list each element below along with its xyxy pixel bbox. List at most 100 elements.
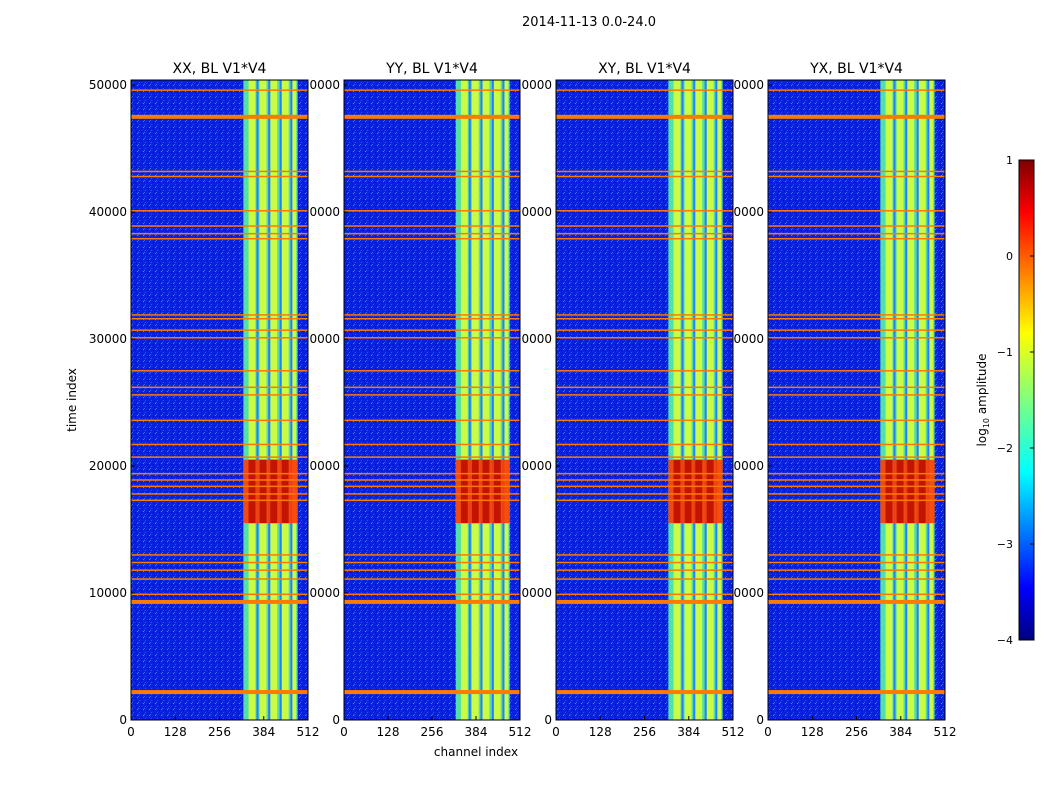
flag-line-14 <box>768 443 945 446</box>
subband-stripe-1 <box>248 80 256 720</box>
flag-line-4 <box>768 578 945 580</box>
y-tick-label: 20000 <box>89 459 127 473</box>
x-tick-label: 128 <box>801 725 824 739</box>
flag-line-20 <box>344 329 520 331</box>
flag-line-12 <box>344 472 520 475</box>
flag-line-29 <box>768 114 945 119</box>
flag-line-7 <box>344 554 520 556</box>
burst-core-2 <box>896 459 904 524</box>
flag-line-14 <box>131 443 308 446</box>
flag-line-22 <box>556 314 733 316</box>
flag-line-30 <box>344 89 520 91</box>
flag-line-16 <box>344 394 520 396</box>
burst-core-3 <box>695 459 703 524</box>
burst-core-1 <box>248 459 256 524</box>
heatmap-image <box>131 80 308 720</box>
flag-line-2 <box>768 599 945 604</box>
y-tick-label: 0 <box>544 713 552 727</box>
flag-line-26 <box>556 210 733 212</box>
flag-line-22 <box>768 314 945 316</box>
flag-line-15 <box>768 419 945 422</box>
flag-line-21 <box>344 317 520 320</box>
y-tick-label: 0000 <box>733 459 764 473</box>
flag-line-12 <box>768 472 945 475</box>
burst-core-4 <box>918 459 926 524</box>
y-tick-label: 0000 <box>733 332 764 346</box>
colorbar-label: log10 amplitude <box>975 354 991 447</box>
flag-line-30 <box>556 89 733 91</box>
flag-line-1 <box>556 690 733 695</box>
y-tick-label: 0000 <box>309 205 340 219</box>
subband-gap-3 <box>279 80 282 720</box>
flag-line-13 <box>131 456 308 458</box>
y-tick-label: 0 <box>332 713 340 727</box>
subband-stripe-4 <box>493 80 501 720</box>
x-tick-label: 512 <box>934 725 957 739</box>
flag-line-27 <box>768 175 945 178</box>
flag-line-12 <box>131 472 308 475</box>
flag-line-5 <box>131 569 308 571</box>
flag-line-24 <box>344 232 520 235</box>
subband-stripe-1 <box>460 80 468 720</box>
flag-line-18 <box>131 370 308 372</box>
panel-title: YY, BL V1*V4 <box>385 61 478 77</box>
flag-line-21 <box>131 317 308 320</box>
subband-gap-2 <box>693 80 696 720</box>
subband-stripe-2 <box>259 80 267 720</box>
subband-gap-4 <box>502 80 505 720</box>
flag-line-3 <box>768 593 945 596</box>
colorbar-gradient <box>1018 159 1035 641</box>
x-tick-label: 384 <box>252 725 275 739</box>
x-axis-label: channel index <box>434 745 518 759</box>
subband-stripe-5 <box>292 80 297 720</box>
burst-core-2 <box>471 459 479 524</box>
flag-line-2 <box>556 599 733 604</box>
x-tick-label: 0 <box>552 725 560 739</box>
flag-line-4 <box>556 578 733 580</box>
x-tick-label: 0 <box>127 725 135 739</box>
flag-line-27 <box>344 175 520 178</box>
flag-line-20 <box>556 329 733 331</box>
burst-core-4 <box>281 459 289 524</box>
subband-stripe-5 <box>929 80 934 720</box>
x-tick-label: 384 <box>465 725 488 739</box>
x-tick-label: 128 <box>589 725 612 739</box>
heatmap-image <box>344 80 520 720</box>
heatmap-image <box>556 80 733 720</box>
flag-line-29 <box>131 114 308 119</box>
y-tick-label: 0000 <box>521 332 552 346</box>
panel-title: XX, BL V1*V4 <box>173 61 267 77</box>
panels-group: XX, BL V1*V4 0 128 256 384 512 0 10000 20000 3000… <box>89 61 957 739</box>
burst-core-3 <box>482 459 490 524</box>
flag-line-7 <box>131 554 308 556</box>
y-tick-label: 0000 <box>521 78 552 92</box>
y-tick-label: 0000 <box>309 78 340 92</box>
flag-line-3 <box>556 593 733 596</box>
flag-line-10 <box>344 485 520 488</box>
y-tick-label: 0000 <box>733 78 764 92</box>
x-tick-label: 512 <box>722 725 745 739</box>
colorbar-tick-label: −2 <box>997 442 1013 455</box>
flag-line-7 <box>768 554 945 556</box>
flag-line-18 <box>768 370 945 372</box>
flag-line-8 <box>131 499 308 502</box>
flag-line-25 <box>344 225 520 227</box>
subband-gap-3 <box>916 80 919 720</box>
flag-line-3 <box>344 593 520 596</box>
flag-line-19 <box>344 337 520 339</box>
flag-line-24 <box>768 232 945 235</box>
flag-line-16 <box>556 394 733 396</box>
flag-line-20 <box>768 329 945 331</box>
subband-stripe-2 <box>684 80 692 720</box>
y-tick-label: 0000 <box>309 586 340 600</box>
subband-gap-2 <box>268 80 271 720</box>
subband-gap-4 <box>290 80 293 720</box>
subband-stripe-1 <box>673 80 681 720</box>
flag-line-13 <box>344 456 520 458</box>
subband-stripe-3 <box>907 80 915 720</box>
panel-1: XX, BL V1*V4 0 128 256 384 512 0 10000 20000 3000… <box>89 61 320 739</box>
flag-line-12 <box>556 472 733 475</box>
subband-gap-1 <box>893 80 896 720</box>
flag-line-2 <box>131 599 308 604</box>
